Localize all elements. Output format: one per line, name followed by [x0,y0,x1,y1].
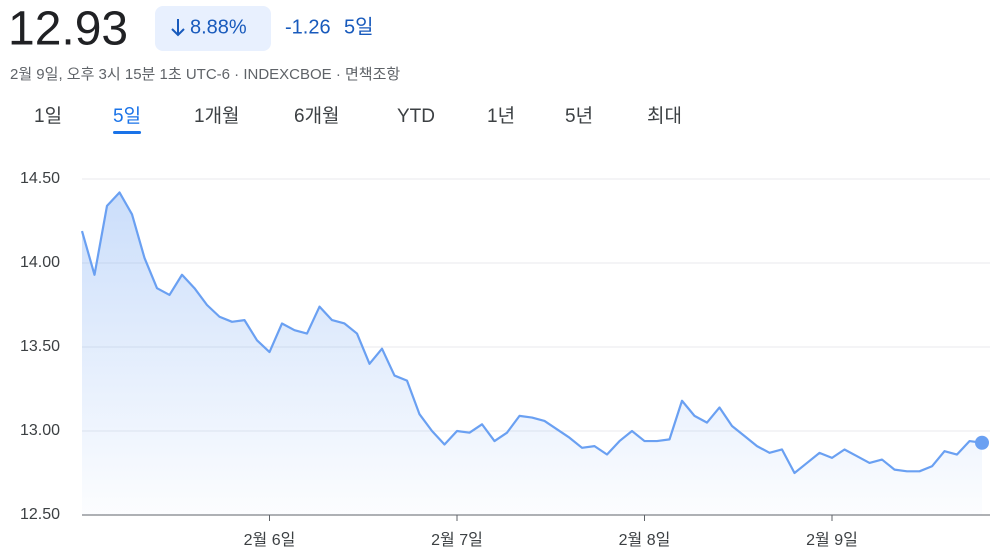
y-tick-label: 14.00 [20,254,60,271]
y-tick-label: 12.50 [20,506,60,523]
tab[interactable]: 1일 [34,105,62,127]
price-line [80,191,983,475]
tab-underline [113,131,142,134]
y-tick-label: 13.50 [20,338,60,355]
tab[interactable]: 최대 [647,105,682,127]
y-tick-label: 13.00 [20,422,60,439]
last-point [975,435,989,450]
change-pill [155,6,271,51]
change-pct: 8.88% [190,16,247,38]
change: -1.26 [285,16,331,38]
tab[interactable]: 5년 [565,105,593,127]
y-tick-label: 14.50 [20,170,60,187]
subtitle: 2월 9일, 오후 3시 15분 1초 UTC-6 · INDEXCBOE · … [10,66,400,83]
x-tick-label: 2월 9일 [806,531,858,549]
tab[interactable]: 1년 [487,105,515,127]
tab[interactable]: 1개월 [194,105,240,127]
x-tick-label: 2월 7일 [431,531,483,549]
down-arrow [171,19,185,37]
period: 5일 [344,15,374,38]
tab[interactable]: YTD [397,106,435,127]
x-tick-label: 2월 8일 [619,531,671,549]
price: 12.93 [8,3,128,56]
tab[interactable]: 5일 [113,105,141,127]
area-fill [82,192,982,515]
x-tick-label: 2월 6일 [244,531,296,549]
tab[interactable]: 6개월 [294,105,340,127]
